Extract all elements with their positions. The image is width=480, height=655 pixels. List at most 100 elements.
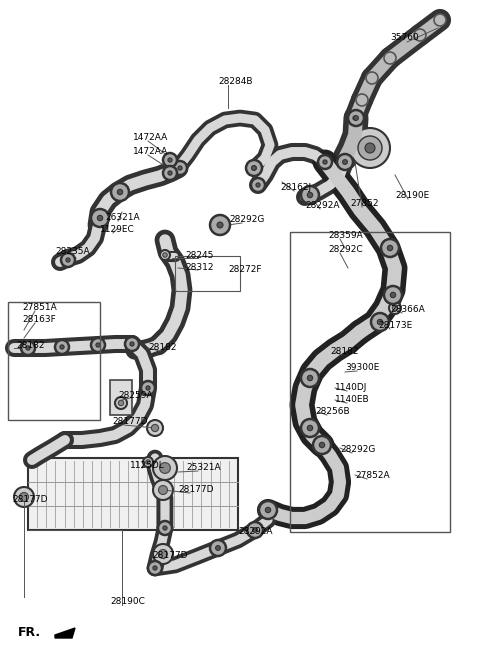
- Circle shape: [178, 166, 182, 170]
- Text: 28177D: 28177D: [152, 552, 188, 561]
- Circle shape: [91, 209, 109, 227]
- Circle shape: [307, 375, 312, 381]
- Circle shape: [252, 166, 256, 170]
- Circle shape: [158, 521, 172, 535]
- Circle shape: [66, 258, 70, 262]
- Circle shape: [14, 487, 34, 507]
- Text: 1472AA: 1472AA: [133, 134, 168, 143]
- Circle shape: [348, 110, 364, 126]
- Text: 27852: 27852: [350, 200, 379, 208]
- Circle shape: [158, 550, 168, 559]
- Text: 28182: 28182: [16, 341, 45, 350]
- Circle shape: [91, 338, 105, 352]
- Text: 28177D: 28177D: [178, 485, 214, 495]
- Circle shape: [153, 566, 157, 570]
- Circle shape: [97, 215, 103, 221]
- Text: 28292G: 28292G: [229, 215, 264, 225]
- Circle shape: [21, 341, 35, 355]
- Text: 28259A: 28259A: [118, 390, 153, 400]
- Text: 28292A: 28292A: [305, 202, 339, 210]
- Circle shape: [147, 420, 163, 436]
- Circle shape: [301, 186, 319, 204]
- Text: FR.: FR.: [18, 626, 41, 639]
- Polygon shape: [55, 628, 75, 638]
- Circle shape: [146, 386, 150, 390]
- Circle shape: [323, 160, 327, 164]
- Circle shape: [247, 161, 261, 175]
- Circle shape: [256, 183, 260, 187]
- Text: 28366A: 28366A: [390, 305, 425, 314]
- Circle shape: [210, 540, 226, 556]
- Text: 35760: 35760: [390, 33, 419, 43]
- Circle shape: [168, 171, 172, 175]
- Circle shape: [115, 397, 127, 409]
- Bar: [290, 232, 450, 532]
- Circle shape: [60, 345, 64, 349]
- Circle shape: [259, 501, 277, 519]
- Text: 28162J: 28162J: [280, 183, 311, 193]
- Circle shape: [348, 111, 362, 125]
- Circle shape: [153, 544, 173, 564]
- Text: 28292G: 28292G: [340, 445, 375, 455]
- Circle shape: [141, 381, 155, 395]
- Circle shape: [251, 178, 265, 192]
- Bar: [8, 302, 100, 420]
- Circle shape: [153, 480, 173, 500]
- Text: 28182: 28182: [330, 348, 359, 356]
- Text: 1472AA: 1472AA: [133, 147, 168, 157]
- Circle shape: [246, 160, 262, 176]
- Text: 28284B: 28284B: [218, 77, 252, 86]
- Circle shape: [301, 369, 319, 387]
- Circle shape: [387, 246, 393, 251]
- Circle shape: [61, 253, 75, 267]
- Text: 1140DJ: 1140DJ: [335, 383, 367, 392]
- Bar: [110, 380, 132, 415]
- Circle shape: [252, 166, 256, 170]
- Circle shape: [354, 115, 359, 121]
- Circle shape: [365, 143, 375, 153]
- Text: 28272F: 28272F: [228, 265, 262, 274]
- Circle shape: [151, 424, 158, 432]
- Circle shape: [118, 400, 124, 405]
- Circle shape: [343, 160, 348, 164]
- Text: 28163F: 28163F: [22, 316, 56, 324]
- Text: 1129EC: 1129EC: [100, 225, 135, 234]
- Bar: [175, 256, 240, 291]
- Circle shape: [252, 527, 257, 533]
- Circle shape: [301, 419, 319, 437]
- Circle shape: [173, 161, 187, 175]
- Circle shape: [163, 526, 167, 530]
- Circle shape: [130, 342, 134, 346]
- Circle shape: [96, 343, 100, 347]
- Text: 28256B: 28256B: [315, 407, 349, 417]
- Circle shape: [307, 193, 312, 198]
- Circle shape: [163, 153, 177, 167]
- Circle shape: [111, 183, 129, 201]
- Circle shape: [117, 189, 123, 195]
- Circle shape: [318, 155, 332, 169]
- Circle shape: [20, 493, 28, 502]
- Text: 28190C: 28190C: [110, 597, 145, 607]
- Circle shape: [159, 462, 170, 474]
- Circle shape: [216, 546, 220, 550]
- Text: 28173E: 28173E: [378, 322, 412, 331]
- Circle shape: [210, 215, 230, 235]
- Text: 26321A: 26321A: [105, 214, 140, 223]
- Text: 28190E: 28190E: [395, 191, 429, 200]
- Circle shape: [392, 305, 398, 310]
- Circle shape: [313, 436, 331, 454]
- Circle shape: [148, 561, 162, 575]
- Circle shape: [381, 239, 399, 257]
- Bar: [28, 458, 238, 530]
- Circle shape: [319, 442, 324, 448]
- Circle shape: [146, 460, 150, 464]
- Circle shape: [371, 313, 389, 331]
- Circle shape: [26, 346, 30, 350]
- Text: 28292A: 28292A: [238, 527, 273, 536]
- Text: 28177D: 28177D: [12, 495, 48, 504]
- Circle shape: [353, 116, 357, 120]
- Circle shape: [389, 302, 401, 314]
- Text: 28359A: 28359A: [328, 231, 363, 240]
- Text: 28292C: 28292C: [328, 246, 362, 255]
- Text: 27851A: 27851A: [22, 303, 57, 312]
